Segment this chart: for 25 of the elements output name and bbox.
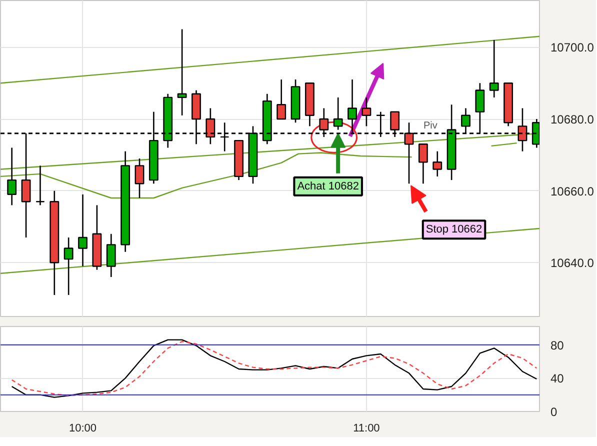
candlestick — [106, 233, 116, 278]
y-tick-label: 10660.0 — [550, 184, 594, 198]
candlestick — [134, 158, 144, 199]
candlestick — [362, 96, 372, 127]
candlestick — [418, 143, 428, 184]
x-tick-label: 10:00 — [69, 422, 97, 434]
y-tick-label: 10680.0 — [550, 112, 594, 126]
candlestick — [432, 150, 442, 178]
candlestick — [36, 165, 45, 206]
y-tick-label: 10640.0 — [550, 256, 594, 270]
y-tick-label: 80 — [550, 338, 564, 352]
annotation: Achat 10682 — [297, 180, 359, 192]
candlestick — [333, 96, 343, 130]
candlestick — [78, 194, 88, 267]
candlestick — [489, 39, 499, 98]
annotation: Stop 10662 — [426, 224, 482, 236]
y-tick-label: 40 — [550, 372, 564, 386]
y-tick-label: 0 — [550, 405, 558, 419]
candlestick — [177, 28, 187, 116]
candlestick — [276, 78, 286, 120]
candlestick — [64, 236, 74, 296]
x-tick-label: 11:00 — [353, 422, 380, 434]
y-tick-label: 10700.0 — [550, 40, 594, 55]
candlestick — [7, 147, 17, 206]
ref-line-label: Piv — [424, 120, 438, 132]
